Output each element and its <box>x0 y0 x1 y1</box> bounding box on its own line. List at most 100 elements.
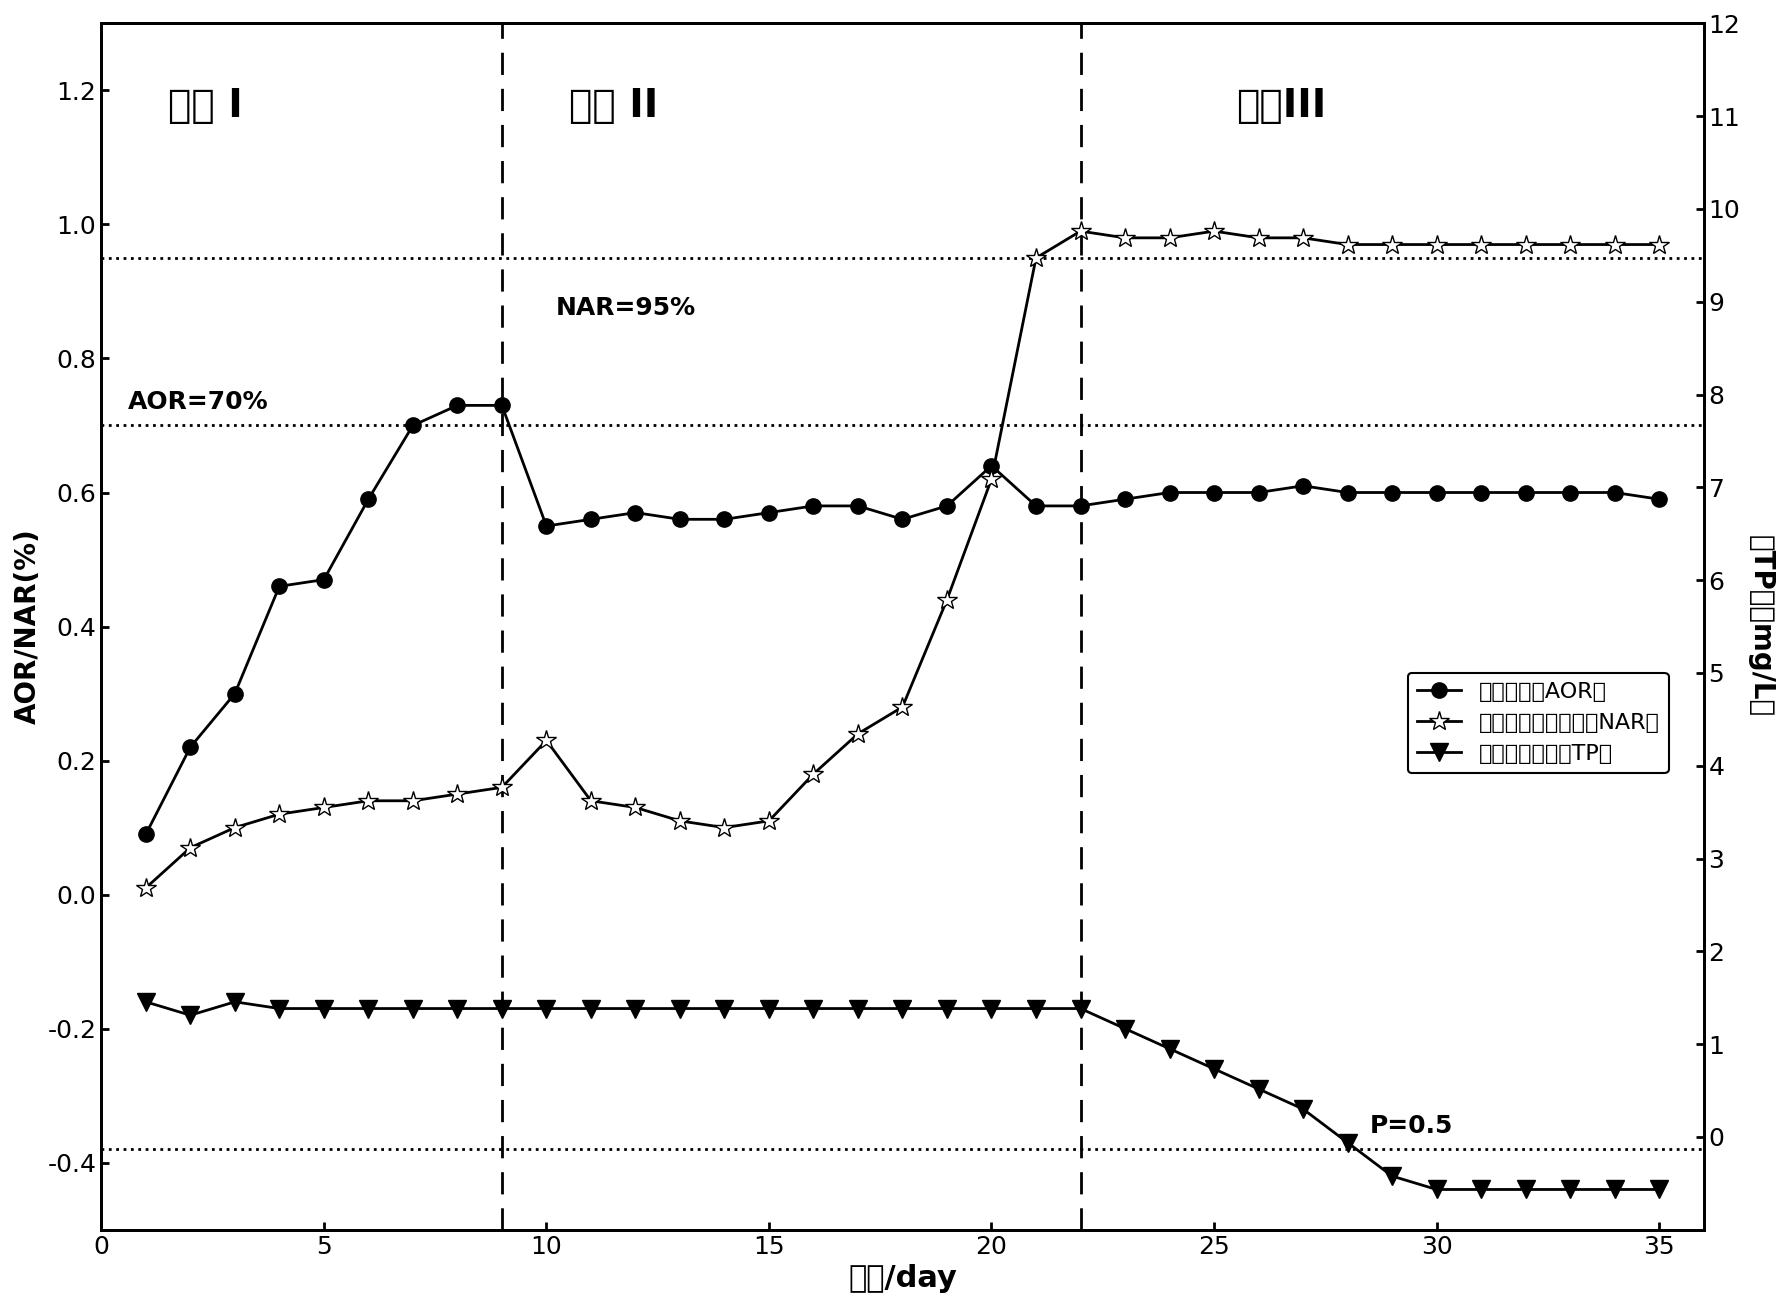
出水总磷浓度（TP） <box>580 1001 601 1017</box>
亚硍酸盐氮积累率（NAR） <box>1426 237 1447 252</box>
亚硍酸盐氮积累率（NAR） <box>803 766 825 782</box>
亚硍酸盐氮积累率（NAR） <box>714 819 735 835</box>
氨氧化率（AOR） <box>1515 485 1537 501</box>
出水总磷浓度（TP） <box>358 1001 379 1017</box>
氨氧化率（AOR） <box>1560 485 1581 501</box>
出水总磷浓度（TP） <box>980 1001 1002 1017</box>
氨氧化率（AOR） <box>580 511 601 527</box>
氨氧化率（AOR） <box>759 505 780 520</box>
出水总磷浓度（TP） <box>1648 1182 1669 1197</box>
亚硍酸盐氮积累率（NAR） <box>1247 230 1268 246</box>
亚硍酸盐氮积累率（NAR） <box>403 793 424 809</box>
氨氧化率（AOR） <box>714 511 735 527</box>
出水总磷浓度（TP） <box>848 1001 869 1017</box>
氨氧化率（AOR） <box>1605 485 1626 501</box>
亚硍酸盐氮积累率（NAR） <box>1204 223 1225 239</box>
氨氧化率（AOR） <box>1426 485 1447 501</box>
出水总磷浓度（TP） <box>936 1001 957 1017</box>
出水总磷浓度（TP） <box>714 1001 735 1017</box>
氨氧化率（AOR） <box>313 571 335 587</box>
亚硍酸盐氮积累率（NAR） <box>1648 237 1669 252</box>
亚硍酸盐氮积累率（NAR） <box>1336 237 1358 252</box>
亚硍酸盐氮积累率（NAR） <box>980 472 1002 488</box>
出水总磷浓度（TP） <box>803 1001 825 1017</box>
亚硍酸盐氮积累率（NAR） <box>1115 230 1136 246</box>
氨氧化率（AOR） <box>403 418 424 434</box>
氨氧化率（AOR） <box>358 491 379 507</box>
出水总磷浓度（TP） <box>136 995 157 1010</box>
亚硍酸盐氮积累率（NAR） <box>1159 230 1181 246</box>
Text: AOR=70%: AOR=70% <box>129 389 268 414</box>
氨氧化率（AOR） <box>1471 485 1492 501</box>
亚硍酸盐氮积累率（NAR） <box>580 793 601 809</box>
氨氧化率（AOR） <box>1648 491 1669 507</box>
氨氧化率（AOR） <box>980 457 1002 473</box>
Text: 阶段III: 阶段III <box>1236 88 1327 125</box>
氨氧化率（AOR） <box>535 518 556 533</box>
亚硍酸盐氮积累率（NAR） <box>313 800 335 816</box>
氨氧化率（AOR） <box>1381 485 1403 501</box>
出水总磷浓度（TP） <box>1515 1182 1537 1197</box>
氨氧化率（AOR） <box>1159 485 1181 501</box>
出水总磷浓度（TP） <box>1204 1061 1225 1077</box>
氨氧化率（AOR） <box>803 498 825 514</box>
Line: 出水总磷浓度（TP）: 出水总磷浓度（TP） <box>136 993 1667 1199</box>
亚硍酸盐氮积累率（NAR） <box>1025 250 1047 265</box>
亚硍酸盐氮积累率（NAR） <box>936 592 957 608</box>
氨氧化率（AOR） <box>492 397 513 413</box>
亚硍酸盐氮积累率（NAR） <box>224 819 245 835</box>
氨氧化率（AOR） <box>1336 485 1358 501</box>
出水总磷浓度（TP） <box>1115 1021 1136 1036</box>
亚硍酸盐氮积累率（NAR） <box>1292 230 1313 246</box>
亚硍酸盐氮积累率（NAR） <box>447 787 469 802</box>
出水总磷浓度（TP） <box>1159 1040 1181 1056</box>
亚硍酸盐氮积累率（NAR） <box>1070 223 1091 239</box>
氨氧化率（AOR） <box>891 511 912 527</box>
亚硍酸盐氮积累率（NAR） <box>136 880 157 895</box>
亚硍酸盐氮积累率（NAR） <box>358 793 379 809</box>
出水总磷浓度（TP） <box>492 1001 513 1017</box>
出水总磷浓度（TP） <box>535 1001 556 1017</box>
Legend: 氨氧化率（AOR）, 亚硍酸盐氮积累率（NAR）, 出水总磷浓度（TP）: 氨氧化率（AOR）, 亚硍酸盐氮积累率（NAR）, 出水总磷浓度（TP） <box>1408 673 1669 772</box>
氨氧化率（AOR） <box>1292 478 1313 494</box>
出水总磷浓度（TP） <box>624 1001 646 1017</box>
出水总磷浓度（TP） <box>1560 1182 1581 1197</box>
氨氧化率（AOR） <box>224 686 245 702</box>
出水总磷浓度（TP） <box>179 1008 200 1023</box>
氨氧化率（AOR） <box>1115 491 1136 507</box>
氨氧化率（AOR） <box>669 511 691 527</box>
氨氧化率（AOR） <box>179 740 200 755</box>
亚硍酸盐氮积累率（NAR） <box>268 806 290 822</box>
Text: 阶段 II: 阶段 II <box>569 88 658 125</box>
出水总磷浓度（TP） <box>669 1001 691 1017</box>
氨氧化率（AOR） <box>936 498 957 514</box>
Text: 阶段 I: 阶段 I <box>168 88 243 125</box>
出水总磷浓度（TP） <box>447 1001 469 1017</box>
Y-axis label: （TP）（mg/L）: （TP）（mg/L） <box>1748 536 1775 718</box>
Text: NAR=95%: NAR=95% <box>555 295 696 320</box>
出水总磷浓度（TP） <box>1381 1168 1403 1184</box>
亚硍酸盐氮积累率（NAR） <box>1560 237 1581 252</box>
氨氧化率（AOR） <box>848 498 869 514</box>
氨氧化率（AOR） <box>624 505 646 520</box>
出水总磷浓度（TP） <box>1247 1081 1268 1097</box>
亚硍酸盐氮积累率（NAR） <box>1605 237 1626 252</box>
亚硍酸盐氮积累率（NAR） <box>759 813 780 829</box>
氨氧化率（AOR） <box>1025 498 1047 514</box>
出水总磷浓度（TP） <box>891 1001 912 1017</box>
氨氧化率（AOR） <box>268 579 290 595</box>
出水总磷浓度（TP） <box>1426 1182 1447 1197</box>
出水总磷浓度（TP） <box>224 995 245 1010</box>
氨氧化率（AOR） <box>1204 485 1225 501</box>
出水总磷浓度（TP） <box>268 1001 290 1017</box>
亚硍酸盐氮积累率（NAR） <box>179 840 200 856</box>
Y-axis label: AOR/NAR(%): AOR/NAR(%) <box>14 528 41 724</box>
亚硍酸盐氮积累率（NAR） <box>848 725 869 741</box>
氨氧化率（AOR） <box>136 826 157 842</box>
出水总磷浓度（TP） <box>1605 1182 1626 1197</box>
出水总磷浓度（TP） <box>1292 1102 1313 1117</box>
出水总磷浓度（TP） <box>1336 1134 1358 1150</box>
Text: P=0.5: P=0.5 <box>1370 1114 1453 1137</box>
出水总磷浓度（TP） <box>1070 1001 1091 1017</box>
亚硍酸盐氮积累率（NAR） <box>492 779 513 795</box>
